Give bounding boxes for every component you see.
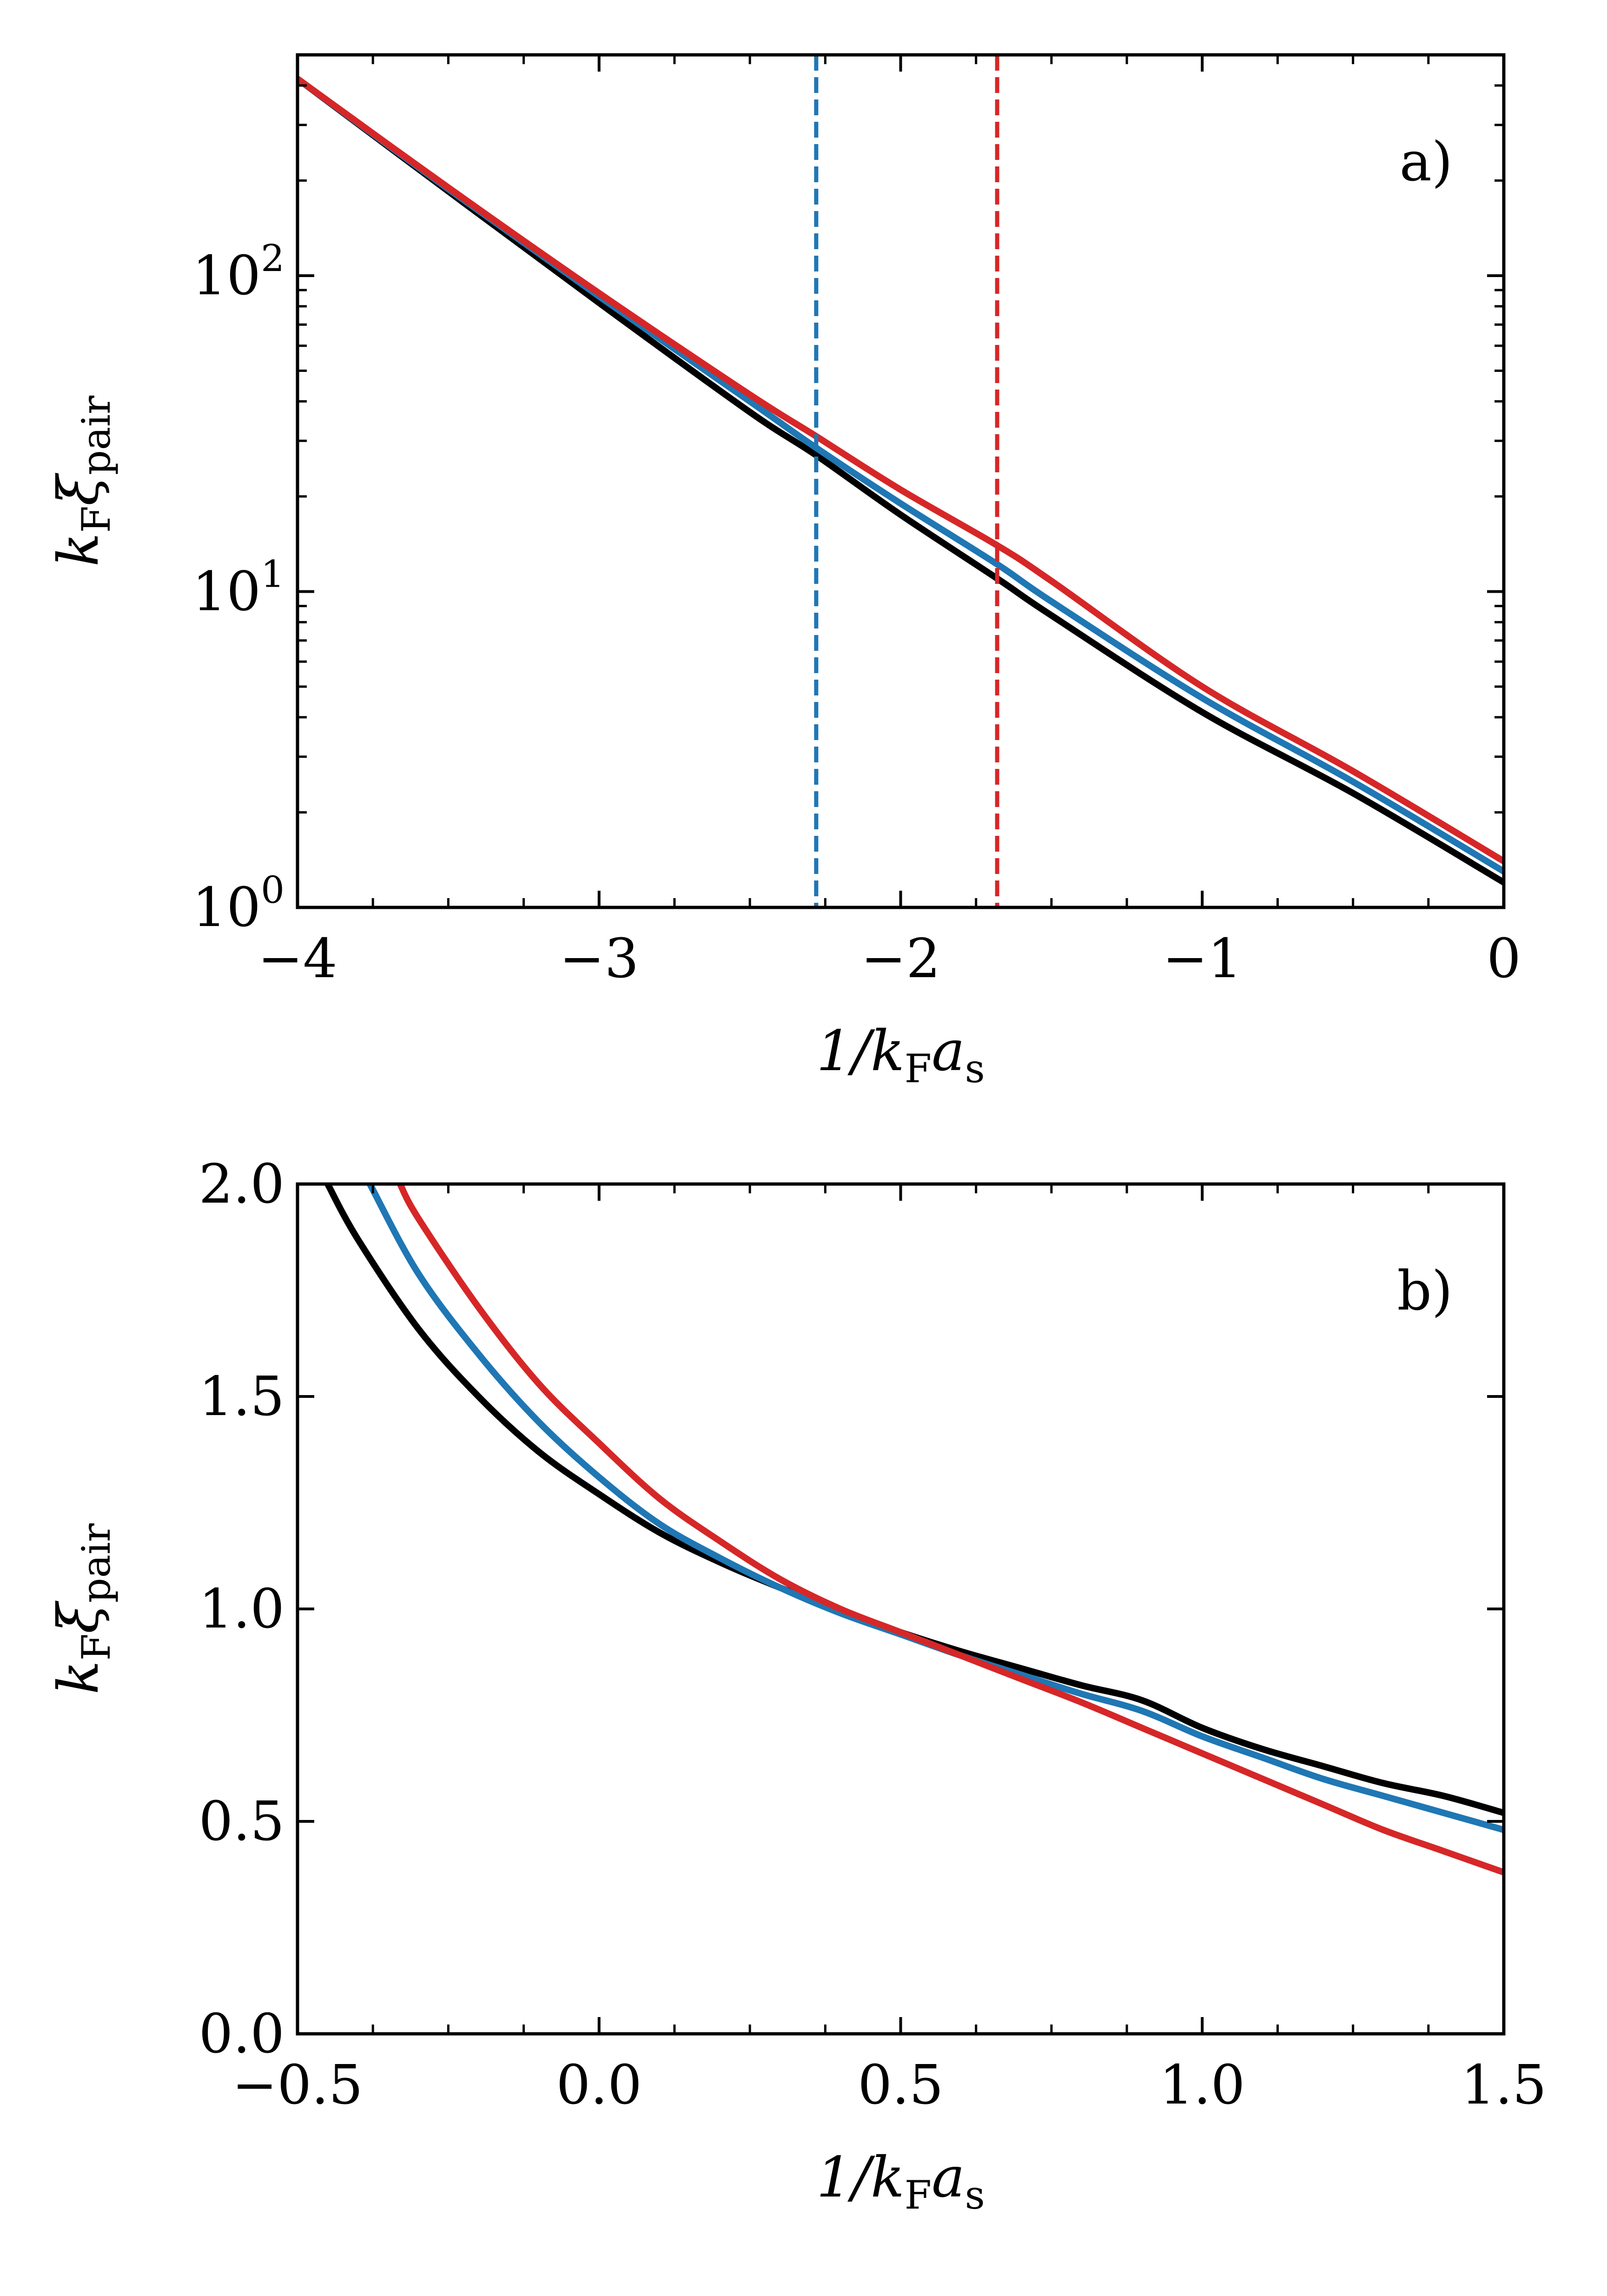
y-tick-label: 2.0 (199, 1153, 284, 1216)
y-tick-label: 0.0 (199, 2003, 284, 2065)
x-axis-label: 1/kFas (816, 1019, 985, 1092)
panel-label: a) (1400, 131, 1453, 193)
x-tick-label: 1.5 (1461, 2054, 1547, 2117)
panel-b: −0.5 0.0 0.5 1.0 1.50.00.51.01.52.01/kFaskFξ… (46, 1153, 1547, 2218)
x-tick-label: 0.5 (858, 2054, 943, 2117)
y-axis-label: kFξpair (46, 1523, 119, 1694)
y-tick-label: 0.5 (199, 1790, 284, 1853)
x-tick-label: 1.0 (1159, 2054, 1245, 2117)
x-tick-label: 0.0 (556, 2054, 642, 2117)
x-tick-label: −3 (559, 927, 639, 990)
x-tick-label: 0 (1487, 927, 1521, 990)
plot-area (298, 55, 1504, 907)
x-axis-label: 1/kFas (816, 2145, 985, 2218)
x-tick-label: −4 (258, 927, 337, 990)
y-tick-label: 102 (192, 237, 284, 307)
panel-a: −4 −3 −2 −1 0 100 101 102 1/kFas kFξpair a) (46, 53, 1521, 1092)
ticks (296, 1183, 1505, 2035)
series-line-red (298, 76, 1504, 864)
series-line-black (298, 76, 1504, 886)
y-tick-label: 100 (192, 868, 284, 939)
ticks (296, 53, 1505, 909)
y-tick-label: 1.5 (199, 1365, 284, 1428)
plot-area (324, 1184, 1504, 1876)
x-tick-label: −1 (1163, 927, 1242, 990)
y-tick-label: 1.0 (199, 1578, 284, 1641)
panel-label: b) (1397, 1260, 1453, 1323)
y-tick-label: 101 (192, 552, 284, 623)
y-axis-label: kFξpair (46, 395, 119, 567)
x-tick-label: −2 (861, 927, 940, 990)
series-line-red (397, 1184, 1504, 1876)
x-tick-label: −0.5 (232, 2054, 363, 2117)
